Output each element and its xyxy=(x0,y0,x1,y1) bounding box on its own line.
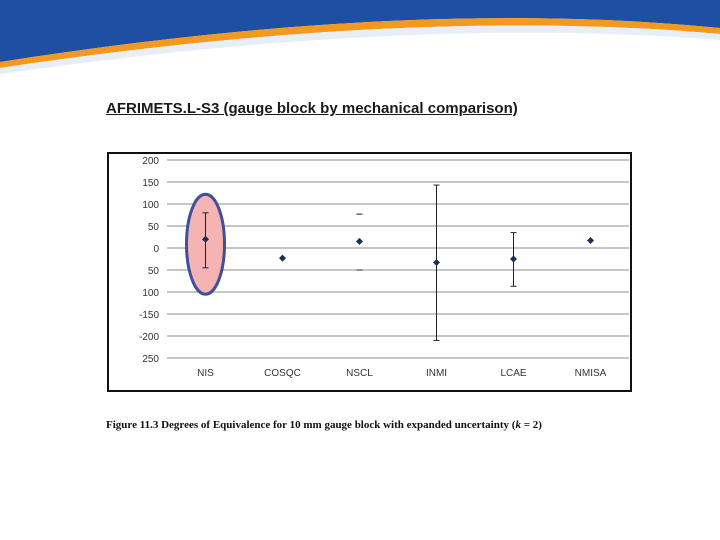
x-tick-label: INMI xyxy=(426,368,447,379)
slide-title: AFRIMETS.L-S3 (gauge block by mechanical… xyxy=(106,100,518,117)
x-tick-label: NIS xyxy=(197,368,214,379)
caption-k: k xyxy=(515,419,521,431)
y-tick-label: 250 xyxy=(142,354,159,365)
caption-text: Figure 11.3 Degrees of Equivalence for 1… xyxy=(106,419,516,431)
y-tick-label: 200 xyxy=(142,156,159,167)
x-tick-label: COSQC xyxy=(264,368,301,379)
data-point xyxy=(356,237,363,245)
y-tick-label: 100 xyxy=(142,200,159,211)
header-banner xyxy=(0,0,720,74)
banner-light-stripe xyxy=(0,25,720,74)
y-tick-label: 150 xyxy=(142,178,159,189)
y-tick-label: -150 xyxy=(139,310,159,321)
data-point xyxy=(587,237,594,245)
data-point xyxy=(202,235,209,243)
figure-caption: Figure 11.3 Degrees of Equivalence for 1… xyxy=(106,419,542,431)
y-tick-label: -200 xyxy=(139,332,159,343)
data-point xyxy=(433,259,440,267)
doe-chart: 200 150 100 50 0 50 100 -150 -200 250 NIS COSQC NSCL… xyxy=(139,156,629,379)
caption-suffix: = 2) xyxy=(520,419,542,431)
x-tick-label: LCAE xyxy=(500,368,526,379)
data-point xyxy=(510,255,517,263)
x-tick-label: NMISA xyxy=(575,368,607,379)
y-tick-label: 50 xyxy=(148,266,160,277)
banner-orange-stripe xyxy=(0,18,720,68)
data-point xyxy=(279,254,286,262)
x-tick-label: NSCL xyxy=(346,368,373,379)
y-tick-label: 0 xyxy=(153,244,159,255)
banner-blue-swoosh xyxy=(0,0,720,62)
y-tick-label: 100 xyxy=(142,288,159,299)
y-tick-label: 50 xyxy=(148,222,160,233)
